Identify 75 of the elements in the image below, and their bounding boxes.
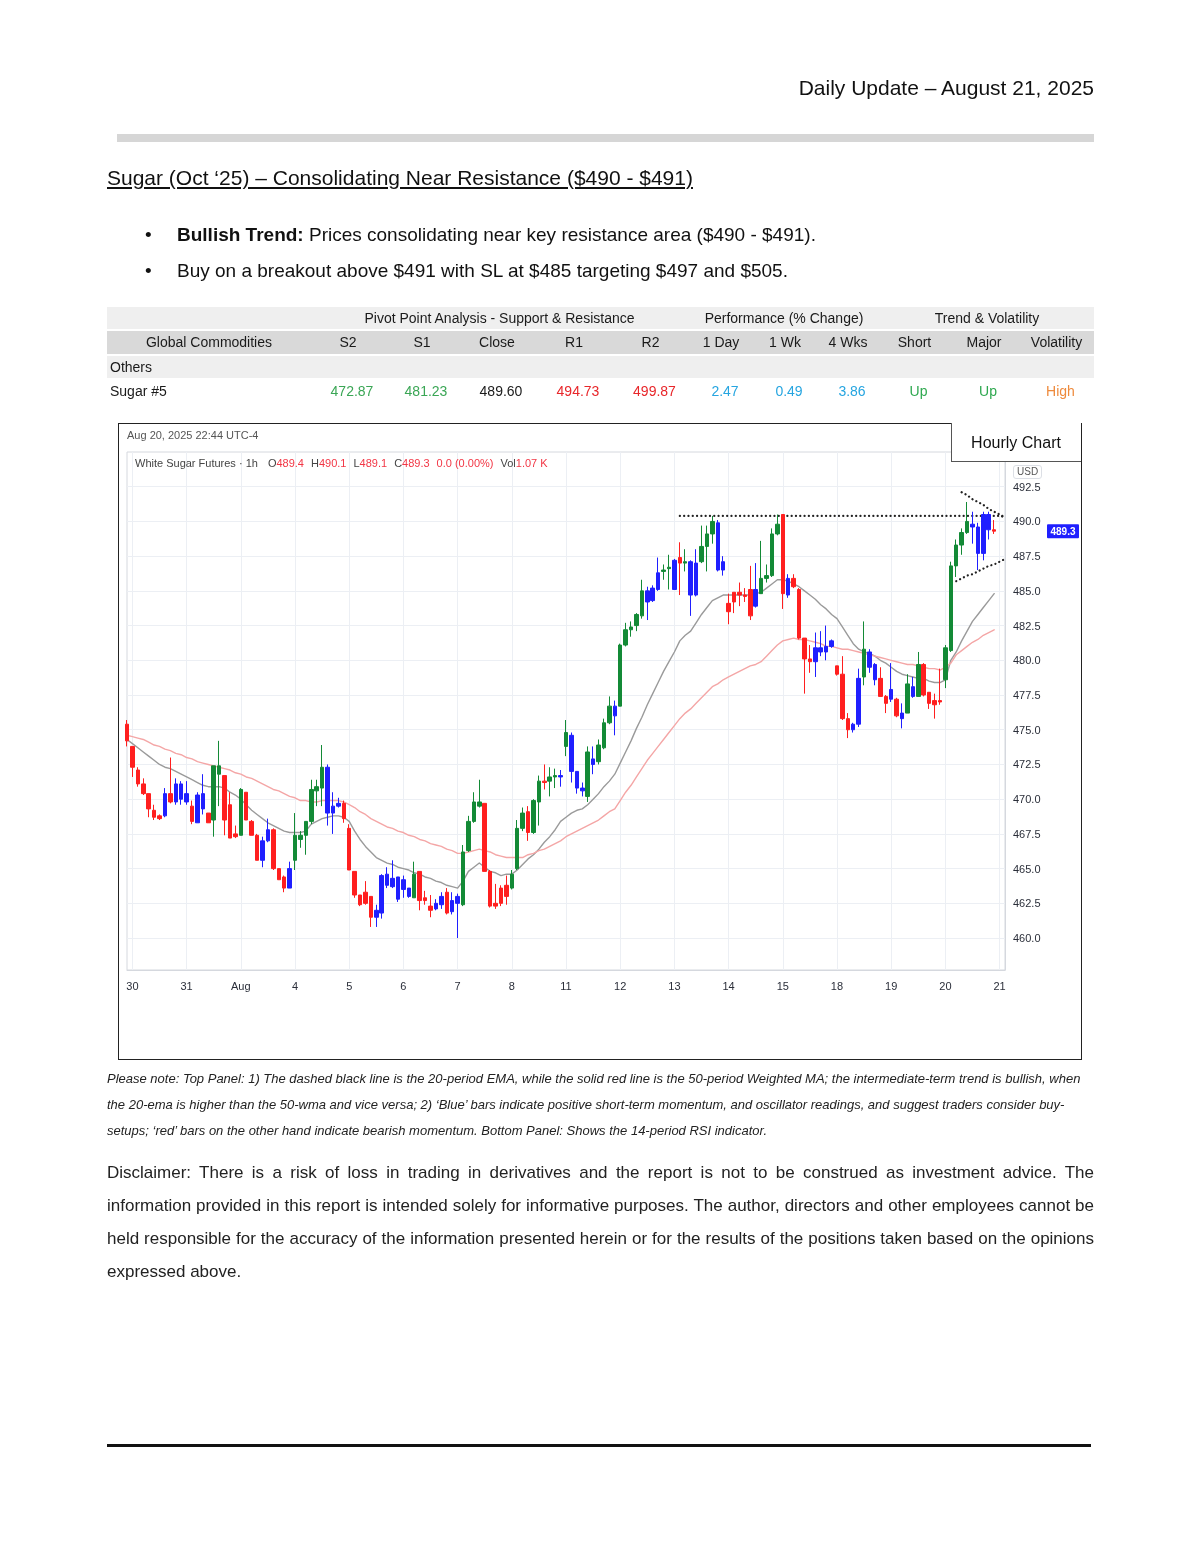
category-label: S2: [338, 333, 358, 352]
data-label: Up: [978, 382, 998, 401]
y-tick-label: 477.5: [1013, 689, 1041, 702]
annotation: 0.0 (0.00%): [436, 457, 494, 469]
text: • Bullish Trend: Prices consolidating near key resistance area ($490 - $491).: [145, 224, 816, 245]
x-tick-label: 19: [885, 979, 898, 992]
category-label: Short: [896, 333, 933, 352]
y-tick-label: 467.5: [1013, 827, 1041, 840]
x-tick-label: 31: [180, 979, 193, 992]
data-label: Up: [908, 382, 929, 401]
data-label: 472.87: [329, 382, 375, 401]
category-label: Major: [965, 333, 1003, 352]
x-tick-label: 30: [126, 979, 139, 992]
annotation: L489.1: [353, 457, 388, 469]
data-label: High: [1045, 382, 1076, 401]
category-label: 1 Wk: [768, 333, 802, 352]
category-label: R2: [640, 333, 661, 352]
x-tick-label: 21: [993, 979, 1006, 992]
chart-subtitle: White Sugar Futures · 1h: [135, 457, 258, 469]
text: 489.3: [1050, 525, 1076, 537]
y-tick-label: 460.0: [1013, 932, 1041, 945]
category-label: 4 Wks: [827, 333, 869, 352]
y-tick-label: 472.5: [1013, 758, 1041, 771]
data-label: 481.23: [403, 382, 449, 401]
data-label: 489.60: [478, 382, 524, 401]
data-label: 2.47: [710, 382, 740, 401]
y-tick-label: 485.0: [1013, 584, 1041, 597]
text: Performance (% Change): [703, 309, 865, 328]
annotation: Vol1.07 K: [500, 457, 548, 469]
text: Sugar (Oct ‘25) – Consolidating Near Resistance ($490 - $491): [107, 166, 693, 190]
text: Daily Update – August 21, 2025: [798, 76, 1094, 100]
y-tick-label: 490.0: [1013, 515, 1041, 528]
y-tick-label: 482.5: [1013, 619, 1041, 632]
data-label: 499.87: [632, 382, 677, 401]
category-label: R1: [564, 333, 584, 352]
data-label: 0.49: [774, 382, 804, 401]
y-axis-title: USD: [1013, 465, 1043, 479]
text: Trend & Volatility: [933, 309, 1041, 328]
category-label: Sugar #5: [110, 383, 167, 399]
x-tick-label: 18: [830, 979, 844, 992]
x-tick-label: 6: [400, 979, 407, 992]
x-tick-label: 11: [560, 979, 572, 992]
x-tick-label: 12: [614, 979, 627, 992]
text: Aug 20, 2025 22:44 UTC-4: [127, 429, 259, 441]
x-tick-label: Aug: [231, 979, 251, 992]
data-label: 3.86: [837, 382, 867, 401]
category-label: Volatility: [1029, 333, 1084, 352]
x-tick-label: 15: [776, 979, 789, 992]
text: Global Commodities: [144, 333, 274, 352]
x-tick-label: 13: [668, 979, 681, 992]
text: • Buy on a breakout above $491 with SL at $485 targeting $497 and $505.: [145, 260, 788, 281]
y-tick-label: 462.5: [1013, 897, 1041, 910]
x-tick-label: 14: [722, 979, 735, 992]
data-label: 494.73: [555, 382, 601, 401]
x-tick-label: 8: [508, 979, 515, 992]
annotation: C489.3: [394, 457, 430, 469]
category-label: Close: [478, 333, 516, 352]
x-tick-label: 7: [454, 979, 461, 992]
text: Others: [110, 358, 153, 377]
y-tick-label: 492.5: [1013, 480, 1041, 493]
y-tick-label: 487.5: [1013, 550, 1041, 563]
y-tick-label: 465.0: [1013, 862, 1041, 875]
category-label: S1: [412, 333, 432, 352]
annotation: O489.4: [267, 457, 304, 469]
text: Pivot Point Analysis - Support & Resistance: [363, 309, 636, 328]
annotation: H490.1: [310, 457, 347, 469]
text: Please note: Top Panel: 1) The dashed black line is the 20-period EMA, while the solid red line is the 50-period Weighted MA; the intermediate-term trend is bullish, when the 20-ema is higher than the 50-wma and vice versa; 2) ‘Blue’ bars indicate positive short-term momentum, and oscillator readings, and suggest traders consider buy-setups; ‘red’ bars on the other hand indicate bearish momentum. Bottom Panel: Shows the 14-period RSI indicator.: [107, 1070, 1082, 1140]
text: Disclaimer: There is a risk of loss in trading in derivatives and the report is not to be construed as investment advice. The information provided in this report is intended solely for informative purposes. The author, directors and other employees cannot be held responsible for the accuracy of the information presented herein or for the results of the positions taken based on the opinions expressed above.: [107, 1162, 1094, 1283]
x-tick-label: 20: [939, 979, 952, 992]
y-tick-label: 475.0: [1013, 723, 1041, 736]
y-tick-label: 470.0: [1013, 793, 1041, 806]
x-tick-label: 4: [291, 979, 299, 992]
x-tick-label: 5: [346, 979, 353, 992]
y-tick-label: 480.0: [1013, 654, 1041, 667]
category-label: 1 Day: [701, 333, 741, 352]
